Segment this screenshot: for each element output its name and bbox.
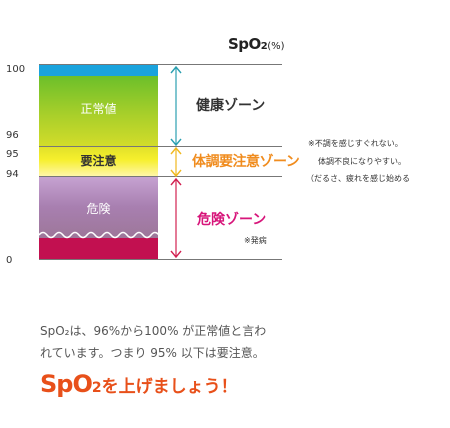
cta-suffix: を上げましょう！ xyxy=(101,377,238,397)
description-line-1: SpO₂は、96%から100% が正常値と言わ xyxy=(40,324,267,338)
title-subscript: 2 xyxy=(260,41,268,52)
danger-range-arrow-icon xyxy=(170,177,182,259)
description-line-2: れています。つまり 95% 以下は要注意。 xyxy=(40,346,265,360)
title-spo: SpO xyxy=(228,35,261,53)
wave-break xyxy=(39,231,158,239)
line-100 xyxy=(39,64,282,65)
band-caution xyxy=(39,146,158,176)
tick-0: 0 xyxy=(6,255,13,266)
zone-caution-label: 体調要注意ゾーン xyxy=(192,154,300,170)
title-unit: (%) xyxy=(267,41,285,52)
note-line-1: ※不調を感じすぐれない。 xyxy=(308,139,403,148)
label-danger: 危険 xyxy=(86,202,111,216)
band-danger xyxy=(39,176,158,238)
note-line-3: （だるさ、疲れを感じ始める xyxy=(306,174,410,183)
cta-text: SpO2を上げましょう！ xyxy=(40,370,238,398)
band-top-blue xyxy=(39,64,158,76)
chart-title: SpO2(%) xyxy=(228,34,285,53)
note-line-2: 体調不良になりやすい。 xyxy=(318,157,406,166)
caution-range-arrow-icon xyxy=(170,146,182,178)
line-94 xyxy=(39,176,282,177)
tick-100: 100 xyxy=(6,64,26,75)
label-normal: 正常値 xyxy=(80,102,117,116)
line-96 xyxy=(39,146,282,147)
band-normal xyxy=(39,76,158,146)
tick-94: 94 xyxy=(6,169,19,180)
band-bottom-crimson xyxy=(39,238,158,259)
health-range-arrow-icon xyxy=(170,65,182,147)
cta-subscript: 2 xyxy=(91,380,102,396)
tick-95: 95 xyxy=(6,149,19,160)
zone-danger-label: 危険ゾーン xyxy=(197,212,267,228)
cta-spo: SpO xyxy=(40,370,93,398)
line-0 xyxy=(39,259,282,260)
tick-96: 96 xyxy=(6,130,19,141)
zone-health-label: 健康ゾーン xyxy=(196,98,266,114)
onset-note: ※発病 xyxy=(244,236,267,245)
label-caution: 要注意 xyxy=(80,154,117,168)
